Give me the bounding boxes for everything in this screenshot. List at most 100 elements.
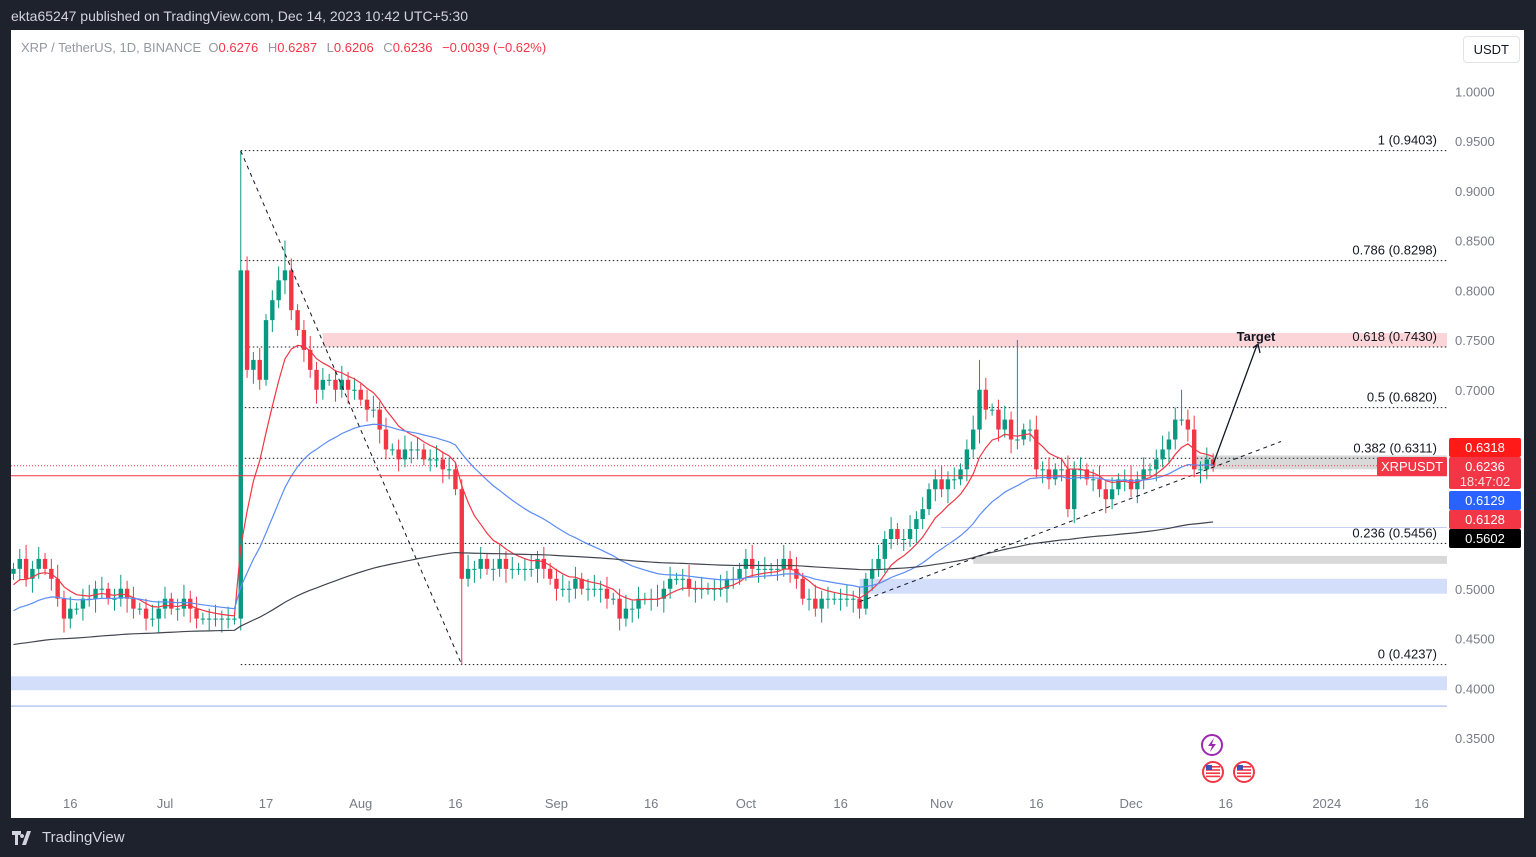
- time-axis-tick: Oct: [736, 796, 757, 811]
- candle-body: [181, 598, 187, 609]
- candle: [333, 369, 338, 402]
- candle-body: [23, 558, 29, 579]
- candle: [1204, 447, 1210, 480]
- candle: [977, 359, 982, 444]
- candle-body: [1084, 469, 1090, 480]
- candle: [996, 399, 1001, 442]
- candle: [390, 443, 395, 456]
- candle: [68, 596, 73, 629]
- ma-slow-line: [13, 521, 1214, 646]
- candle: [579, 572, 584, 595]
- candle-body: [535, 558, 540, 569]
- candle-body: [345, 379, 351, 390]
- candle: [541, 546, 547, 579]
- candle-body: [371, 409, 376, 411]
- zone-band: [973, 555, 1447, 564]
- time-axis-tick: 16: [1414, 796, 1428, 811]
- candle-body: [74, 608, 79, 610]
- price-axis-tick: 1.0000: [1455, 84, 1495, 99]
- ema-fast-line: [13, 344, 1214, 617]
- candle: [781, 544, 786, 577]
- fib-level-label: 0.5 (0.6820): [1367, 390, 1437, 405]
- candle-body: [1103, 489, 1108, 500]
- candle: [42, 552, 48, 575]
- candle: [1147, 463, 1153, 476]
- candle-body: [409, 449, 414, 451]
- candle: [756, 560, 761, 583]
- currency-button[interactable]: USDT: [1462, 36, 1520, 63]
- time-axis-tick: Nov: [930, 796, 954, 811]
- candle: [453, 463, 458, 496]
- zone-band: [322, 333, 1448, 347]
- candle-body: [1059, 469, 1064, 471]
- zone-band: [11, 676, 1447, 691]
- candle-body: [939, 479, 944, 490]
- candle: [699, 576, 704, 599]
- candle: [529, 554, 534, 577]
- candle: [282, 240, 288, 295]
- candle: [484, 552, 490, 575]
- candle-body: [68, 608, 73, 619]
- price-tag-bg: [1449, 438, 1521, 457]
- time-axis-tick: 16: [644, 796, 658, 811]
- candle: [497, 544, 502, 577]
- candle-body: [1154, 459, 1159, 470]
- price-chart[interactable]: 1.0000 0.9500 0.9000 0.8500 0.8000 0.7500 0.70…: [11, 30, 1524, 818]
- candle-body: [150, 618, 155, 620]
- candle-body: [270, 300, 275, 321]
- candle-body: [560, 588, 565, 590]
- candle-body: [339, 379, 344, 390]
- candle-body: [93, 588, 98, 599]
- candle-body: [1072, 469, 1077, 510]
- candle: [680, 568, 685, 591]
- low-label: L: [326, 40, 334, 55]
- time-axis-tick: 16: [1029, 796, 1043, 811]
- candle: [535, 550, 540, 583]
- candle-body: [983, 389, 989, 410]
- candle: [491, 558, 496, 581]
- candle-body: [175, 608, 180, 610]
- candle: [112, 588, 117, 611]
- footer-brand[interactable]: TradingView: [12, 829, 125, 846]
- arrow-head-icon: [1252, 342, 1261, 354]
- candle-body: [206, 618, 212, 620]
- candle: [920, 497, 925, 530]
- price-label-tag: 0.6128: [1449, 510, 1521, 529]
- candle: [118, 574, 124, 607]
- price-axis-tick: 0.9500: [1455, 134, 1495, 149]
- candle: [251, 351, 256, 384]
- price-label-tag: 0.6129: [1449, 491, 1521, 510]
- candle-body: [1166, 439, 1172, 450]
- candle-body: [131, 598, 136, 609]
- flag-stripe: [1206, 769, 1220, 771]
- candle: [655, 584, 660, 607]
- candle-body: [219, 618, 225, 620]
- candle-body: [825, 598, 831, 600]
- publish-info: ekta65247 published on TradingView.com, …: [11, 8, 468, 24]
- open-label: O: [208, 40, 219, 55]
- chart-panel[interactable]: 1.0000 0.9500 0.9000 0.8500 0.8000 0.7500 0.70…: [11, 30, 1524, 818]
- candle-body: [137, 608, 142, 610]
- candle: [257, 347, 262, 390]
- symbol-tag-text: XRPUSDT: [1381, 459, 1443, 474]
- price-axis-tick: 0.7500: [1455, 333, 1495, 348]
- candle-body: [491, 568, 496, 570]
- candle: [1015, 340, 1020, 450]
- candle-body: [989, 409, 995, 411]
- footer-brand-text: TradingView: [42, 829, 125, 846]
- candle: [465, 554, 471, 587]
- candle-body: [1141, 469, 1146, 480]
- candle: [958, 463, 963, 486]
- symbol-name[interactable]: XRP / TetherUS, 1D, BINANCE: [21, 40, 202, 55]
- candle-body: [851, 598, 856, 600]
- candle-body: [838, 598, 843, 600]
- candle-body: [105, 588, 111, 599]
- candle-body: [112, 598, 117, 600]
- candle-body: [768, 568, 774, 570]
- candle-body: [964, 449, 970, 470]
- candle: [188, 590, 193, 623]
- candle: [99, 576, 105, 599]
- price-axis-tick: 0.4500: [1455, 632, 1495, 647]
- candle-body: [257, 359, 262, 380]
- candle: [396, 439, 401, 472]
